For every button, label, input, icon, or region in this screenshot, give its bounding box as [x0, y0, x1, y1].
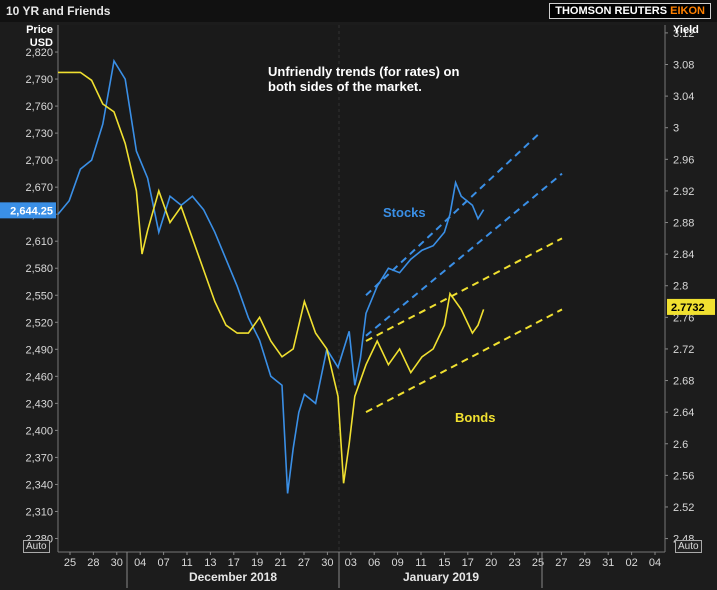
left-tick-label: 2,820: [25, 47, 53, 59]
x-tick-label: 17: [228, 557, 240, 569]
trendline: [365, 237, 563, 342]
plot-area: [58, 25, 665, 552]
x-tick-label: 07: [157, 557, 169, 569]
left-tick-label: 2,400: [25, 425, 53, 437]
left-tick-label: 2,760: [25, 101, 53, 113]
x-tick-label: 28: [87, 557, 99, 569]
left-tick-label: 2,580: [25, 263, 53, 275]
x-tick-label: 03: [345, 557, 357, 569]
right-tick-label: 2.56: [673, 470, 694, 482]
left-axis-label-usd: USD: [30, 37, 53, 49]
stocks-series-line: [57, 58, 485, 494]
left-tick-label: 2,460: [25, 371, 53, 383]
left-tick-label: 2,670: [25, 182, 53, 194]
left-tick-label: 2,370: [25, 452, 53, 464]
x-tick-label: 27: [298, 557, 310, 569]
right-current-value-label: 2.7732: [671, 302, 705, 314]
left-tick-label: 2,490: [25, 344, 53, 356]
right-tick-label: 2.72: [673, 344, 694, 356]
left-tick-label: 2,310: [25, 506, 53, 518]
left-current-value-box: [0, 202, 56, 219]
chart-title: Unfriendly trends (for rates) on both si…: [268, 64, 460, 94]
bonds-series-line: [58, 71, 485, 484]
right-tick-label: 2.6: [673, 439, 688, 451]
month-label: December 2018: [189, 570, 277, 584]
right-tick-label: 2.8: [673, 281, 688, 293]
annotation-bonds: Bonds: [455, 410, 496, 425]
right-axis-label: Yield: [673, 24, 699, 36]
brand-accent: EIKON: [670, 5, 705, 17]
x-tick-label: 30: [321, 557, 333, 569]
right-tick-label: 3.08: [673, 60, 694, 72]
x-tick-label: 29: [579, 557, 591, 569]
x-tick-label: 11: [181, 557, 192, 569]
x-tick-label: 17: [462, 557, 474, 569]
right-tick-label: 3.12: [673, 28, 694, 40]
left-current-value-label: 2,644.25: [10, 205, 53, 217]
x-tick-label: 20: [485, 557, 497, 569]
right-tick-label: 2.52: [673, 502, 694, 514]
annotation-stocks: Stocks: [383, 205, 426, 220]
auto-right-button[interactable]: Auto: [675, 540, 702, 553]
right-tick-label: 2.96: [673, 154, 694, 166]
x-tick-label: 23: [508, 557, 520, 569]
trendline: [365, 308, 563, 414]
x-tick-label: 25: [64, 557, 76, 569]
x-tick-label: 27: [555, 557, 567, 569]
left-tick-label: 2,550: [25, 290, 53, 302]
right-tick-label: 2.64: [673, 407, 694, 419]
left-tick-label: 2,340: [25, 479, 53, 491]
right-current-value-box: [667, 298, 715, 315]
x-tick-label: 04: [649, 557, 661, 569]
trendline: [365, 172, 563, 337]
x-tick-label: 31: [602, 557, 614, 569]
right-tick-label: 2.76: [673, 312, 694, 324]
left-tick-label: 2,520: [25, 317, 53, 329]
right-tick-label: 2.92: [673, 186, 694, 198]
right-tick-label: 3.04: [673, 91, 694, 103]
trendline: [365, 132, 541, 296]
left-tick-label: 2,430: [25, 398, 53, 410]
x-tick-label: 21: [274, 557, 286, 569]
x-tick-label: 02: [625, 557, 637, 569]
x-tick-label: 09: [391, 557, 403, 569]
chart-header: 10 YR and Friends THOMSON REUTERS EIKON: [0, 0, 717, 22]
x-tick-label: 30: [111, 557, 123, 569]
brand-logo: THOMSON REUTERS EIKON: [549, 3, 711, 19]
right-tick-label: 3: [673, 123, 679, 135]
x-tick-label: 06: [368, 557, 380, 569]
x-tick-label: 04: [134, 557, 146, 569]
right-tick-label: 2.68: [673, 376, 694, 388]
brand-name: THOMSON REUTERS: [555, 5, 668, 17]
left-tick-label: 2,790: [25, 74, 53, 86]
x-tick-label: 25: [532, 557, 544, 569]
right-tick-label: 2.88: [673, 218, 694, 230]
auto-left-button[interactable]: Auto: [23, 540, 50, 553]
left-tick-label: 2,610: [25, 236, 53, 248]
x-tick-label: 19: [251, 557, 263, 569]
left-tick-label: 2,700: [25, 155, 53, 167]
x-tick-label: 13: [204, 557, 216, 569]
left-axis-label-price: Price: [26, 24, 53, 36]
x-tick-label: 11: [415, 557, 426, 569]
chart-header-title: 10 YR and Friends: [6, 4, 111, 18]
right-tick-label: 2.84: [673, 249, 694, 261]
x-tick-label: 15: [438, 557, 450, 569]
left-tick-label: 2,730: [25, 128, 53, 140]
month-label: January 2019: [403, 570, 479, 584]
